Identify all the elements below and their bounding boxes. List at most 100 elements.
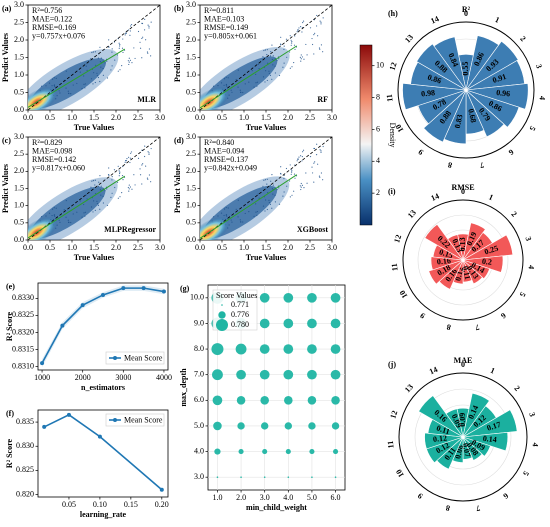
bubble	[283, 369, 294, 380]
fit-line	[199, 45, 298, 109]
category-label: 14	[429, 14, 440, 25]
cloud-shape	[311, 37, 313, 40]
category-label: 12	[392, 234, 403, 244]
polar-bar	[465, 40, 519, 91]
cloud-shape	[225, 214, 228, 216]
cloud-shape	[119, 69, 121, 71]
cloud-shape	[278, 203, 281, 205]
cloud-shape	[301, 31, 303, 33]
cloud-shape	[280, 36, 282, 38]
cloud-shape	[248, 211, 250, 213]
y-tick-label: 6.0	[194, 395, 204, 404]
cloud-shape	[239, 89, 241, 91]
cloud-shape	[291, 66, 293, 68]
cloud-shape	[133, 47, 135, 49]
x-axis-label: True Values	[246, 253, 287, 262]
cloud-shape	[113, 169, 116, 171]
cloud-shape	[100, 185, 102, 187]
cloud-shape	[251, 70, 253, 72]
value-label: 0.17	[486, 420, 502, 433]
cloud-shape	[289, 67, 291, 69]
polar-bar	[424, 223, 464, 261]
polar-bar	[465, 83, 529, 110]
bubble	[284, 396, 293, 405]
stat-text: MAE=0.098	[32, 146, 72, 155]
cloud-shape	[258, 197, 260, 199]
bubble	[240, 476, 242, 478]
cloud-shape	[320, 23, 322, 25]
identity-line	[200, 137, 332, 240]
stat-text: R²=0.811	[204, 6, 234, 15]
stat-text: R²=0.829	[32, 138, 62, 147]
x-tick-label: 3.0	[260, 493, 270, 502]
polar-bar	[462, 436, 491, 457]
x-axis-label: True Values	[74, 253, 115, 262]
cloud-shape	[217, 215, 219, 217]
cloud-shape	[311, 166, 313, 168]
cloud-shape	[289, 196, 291, 198]
cloud-shape	[237, 69, 239, 71]
cloud-shape	[305, 43, 307, 46]
y-tick-label: 1.0	[14, 70, 24, 79]
cloud-shape	[311, 172, 314, 174]
cloud-shape	[122, 179, 124, 181]
cloud-shape	[84, 211, 86, 213]
cloud-shape	[300, 54, 302, 56]
point	[141, 286, 146, 291]
colorbar-tick-label: 4	[376, 156, 380, 165]
bubble	[259, 344, 270, 354]
cloud-shape	[237, 199, 239, 201]
cloud-shape	[83, 203, 85, 206]
point	[121, 286, 126, 291]
polar-bar	[430, 256, 464, 271]
cloud-shape	[100, 66, 102, 68]
cloud-shape	[51, 78, 54, 80]
cloud-shape	[129, 161, 131, 164]
cloud-shape	[94, 51, 96, 53]
panel-label: (c)	[2, 136, 11, 145]
y-axis-label: max_depth	[179, 368, 188, 407]
cloud-shape	[291, 41, 293, 43]
y-tick-label: 0.820	[16, 489, 34, 498]
cloud-shape	[141, 164, 143, 166]
cloud-shape	[144, 145, 146, 147]
cloud-shape	[278, 74, 281, 77]
ring	[417, 214, 509, 306]
cloud-shape	[272, 64, 274, 66]
cloud-shape	[129, 59, 132, 61]
cloud-shape	[272, 184, 274, 186]
cloud-shape	[127, 156, 130, 158]
cloud-shape	[118, 175, 120, 177]
polar-bar	[402, 83, 467, 110]
panel-label: (i)	[388, 187, 396, 196]
stat-text: RMSE=0.137	[204, 155, 248, 164]
cloud-shape	[146, 177, 149, 179]
cloud-shape	[58, 219, 60, 221]
cloud-shape	[267, 62, 269, 64]
y-tick-label: 0.5	[14, 218, 24, 227]
cloud-shape	[302, 149, 305, 151]
cloud-shape	[262, 185, 264, 187]
bubble	[212, 395, 223, 406]
polar-bar	[462, 431, 509, 452]
cloud-shape	[276, 189, 278, 191]
value-label: 0.14	[482, 434, 497, 444]
cloud-shape	[84, 215, 86, 217]
bubble	[235, 343, 247, 355]
cloud-shape	[59, 221, 61, 223]
cloud-shape	[110, 69, 112, 71]
category-label: 4	[531, 442, 540, 447]
cloud-shape	[90, 57, 92, 60]
bubble	[307, 396, 317, 405]
stat-text: y=0.805x+0.061	[204, 31, 257, 40]
cloud-shape	[301, 184, 304, 187]
cloud-shape	[223, 214, 225, 217]
cloud-shape	[150, 147, 152, 150]
cloud-shape	[320, 44, 323, 46]
value-label: 0.86	[426, 73, 442, 86]
cloud-shape	[54, 85, 56, 88]
cloud-shape	[93, 72, 95, 74]
cloud-shape	[226, 85, 228, 87]
cloud-shape	[113, 41, 116, 43]
x-tick-label: 1.0	[67, 243, 77, 252]
